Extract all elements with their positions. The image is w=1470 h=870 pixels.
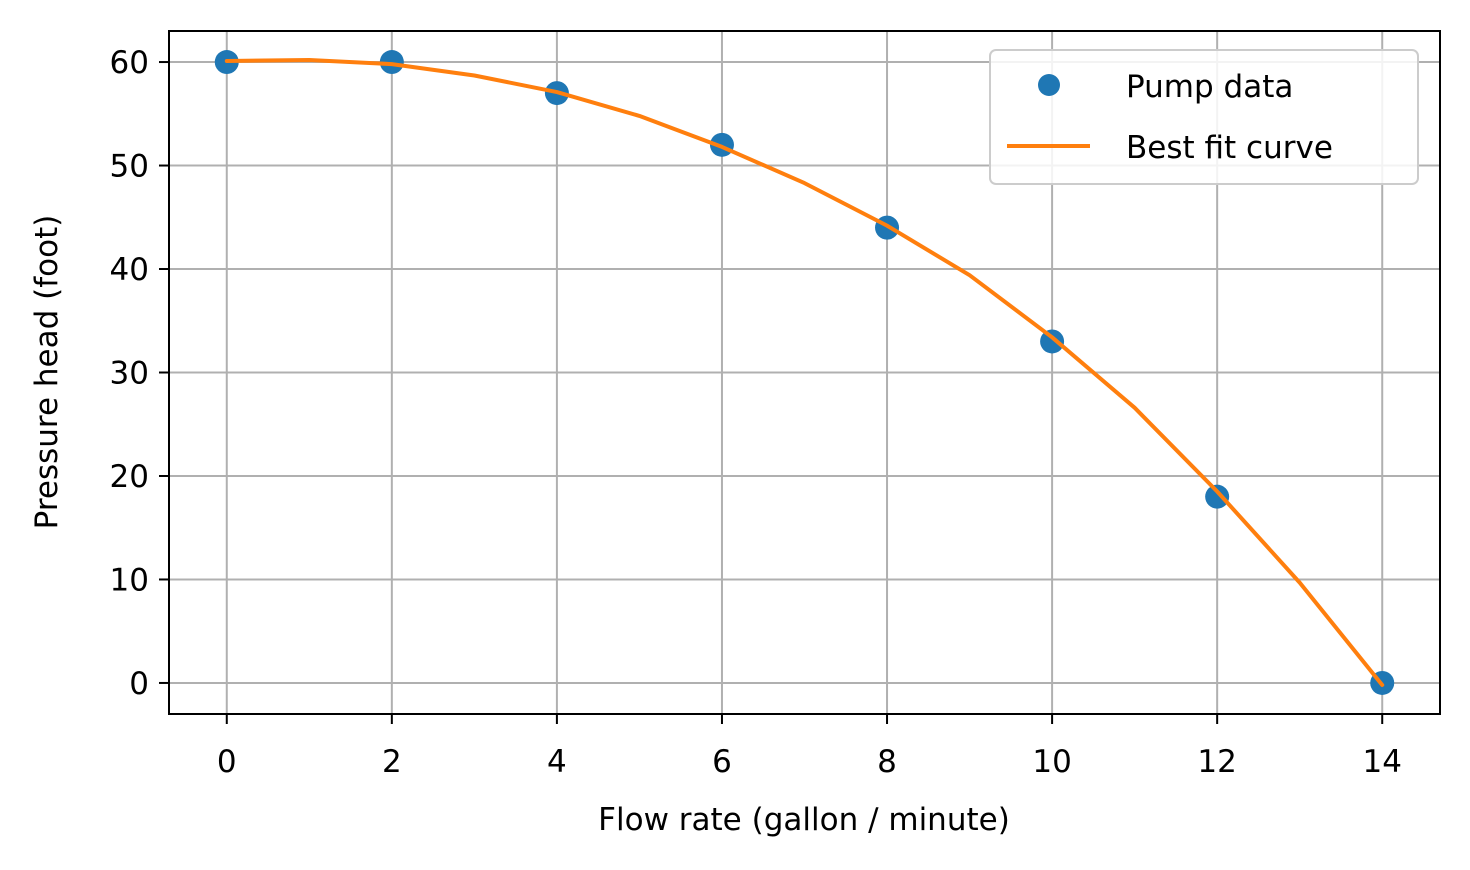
y-axis-label: Pressure head (foot) (29, 215, 65, 530)
y-tick-label: 30 (110, 356, 149, 392)
data-point (1205, 484, 1230, 509)
legend-marker-pump-data (1038, 74, 1060, 96)
x-tick-label: 8 (877, 744, 897, 780)
plot-area (214, 50, 1395, 695)
y-axis: 0 10 20 30 40 50 60 (110, 45, 169, 702)
x-tick-label: 14 (1363, 744, 1402, 780)
x-axis-label: Flow rate (gallon / minute) (598, 802, 1010, 838)
data-point (1040, 329, 1065, 354)
x-tick-label: 12 (1197, 744, 1236, 780)
x-axis: 0 2 4 6 8 10 12 14 (217, 714, 1402, 780)
best-fit-line (224, 58, 1385, 687)
x-tick-label: 6 (712, 744, 732, 780)
legend-label-pump-data: Pump data (1126, 69, 1293, 105)
legend: Pump data Best fit curve (989, 49, 1419, 185)
y-tick-label: 10 (110, 562, 149, 598)
legend-label-best-fit: Best fit curve (1126, 130, 1333, 166)
y-tick-label: 20 (110, 459, 149, 495)
y-tick-label: 0 (129, 666, 149, 702)
y-tick-label: 40 (110, 252, 149, 288)
legend-box (989, 49, 1419, 185)
data-point (379, 50, 404, 75)
x-tick-label: 0 (217, 744, 237, 780)
x-tick-label: 4 (547, 744, 567, 780)
y-tick-label: 60 (110, 45, 149, 81)
y-tick-label: 50 (110, 149, 149, 185)
x-tick-label: 10 (1032, 744, 1071, 780)
x-tick-label: 2 (382, 744, 402, 780)
